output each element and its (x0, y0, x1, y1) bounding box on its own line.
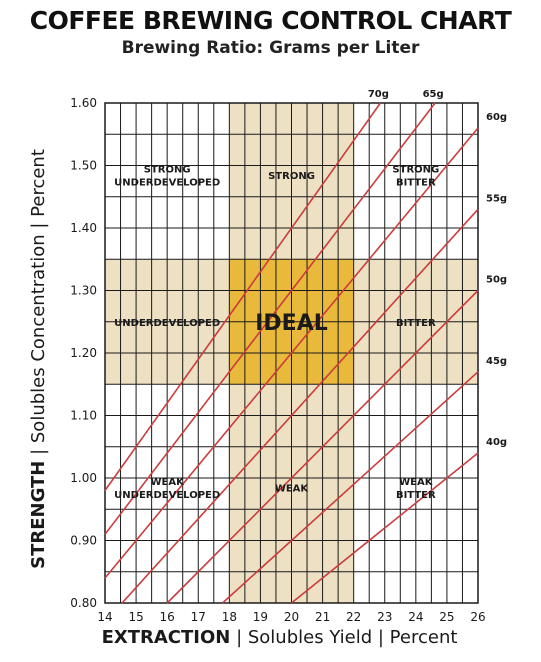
region-label-ideal: IDEAL (255, 311, 328, 336)
region-label: BITTER (396, 177, 436, 188)
region-label: WEAK (275, 483, 310, 494)
region-label: WEAK (150, 477, 185, 488)
ratio-line-70g (104, 102, 382, 491)
y-tick-label: 1.00 (70, 471, 97, 485)
ratio-line-60g (104, 127, 479, 579)
y-tick-label: 1.10 (70, 409, 97, 423)
ratio-line-50g (166, 289, 479, 604)
region-label: UNDERDEVELOPED (114, 177, 220, 188)
y-axis-title: STRENGTH | Solubles Concentration | Perc… (28, 149, 49, 569)
ratio-line-55g (121, 208, 479, 604)
y-tick-label: 1.50 (70, 159, 97, 173)
x-tick-label: 15 (128, 610, 143, 624)
ratio-label-40g: 40g (486, 437, 507, 448)
x-tick-label: 16 (160, 610, 175, 624)
y-tick-label: 0.80 (70, 596, 97, 610)
y-tick-label: 1.40 (70, 221, 97, 235)
region-label: WEAK (399, 477, 434, 488)
y-tick-label: 1.30 (70, 284, 97, 298)
y-tick-label: 1.60 (70, 96, 97, 110)
region-label: UNDERDEVELOPED (114, 318, 220, 329)
ratio-label-55g: 55g (486, 193, 507, 204)
ratio-line-65g (104, 102, 436, 535)
x-tick-label: 26 (470, 610, 485, 624)
region-label: STRONG (144, 164, 191, 175)
ratio-label-45g: 45g (486, 356, 507, 367)
ratio-label-65g: 65g (423, 89, 444, 100)
ratio-label-50g: 50g (486, 275, 507, 286)
x-tick-label: 25 (439, 610, 454, 624)
x-tick-label: 14 (97, 610, 112, 624)
ratio-label-70g: 70g (368, 89, 389, 100)
x-tick-label: 23 (377, 610, 392, 624)
chart-title: COFFEE BREWING CONTROL CHART (29, 6, 512, 35)
region-label: STRONG (392, 164, 439, 175)
ratio-line-45g (221, 371, 479, 604)
x-tick-label: 18 (222, 610, 237, 624)
region-label: BITTER (396, 318, 436, 329)
x-tick-label: 22 (346, 610, 361, 624)
x-tick-label: 24 (408, 610, 423, 624)
x-tick-label: 19 (253, 610, 268, 624)
x-axis-title: EXTRACTION | Solubles Yield | Percent (102, 627, 458, 648)
y-tick-label: 1.20 (70, 346, 97, 360)
ratio-label-60g: 60g (486, 112, 507, 123)
region-label: UNDERDEVELOPED (114, 490, 220, 501)
y-tick-label: 0.90 (70, 534, 97, 548)
region-label: BITTER (396, 490, 436, 501)
chart-subtitle: Brewing Ratio: Grams per Liter (121, 38, 420, 58)
x-tick-label: 20 (284, 610, 299, 624)
ratio-line-40g (290, 452, 479, 604)
x-tick-label: 17 (191, 610, 206, 624)
x-tick-label: 21 (315, 610, 330, 624)
region-label: STRONG (268, 171, 315, 182)
